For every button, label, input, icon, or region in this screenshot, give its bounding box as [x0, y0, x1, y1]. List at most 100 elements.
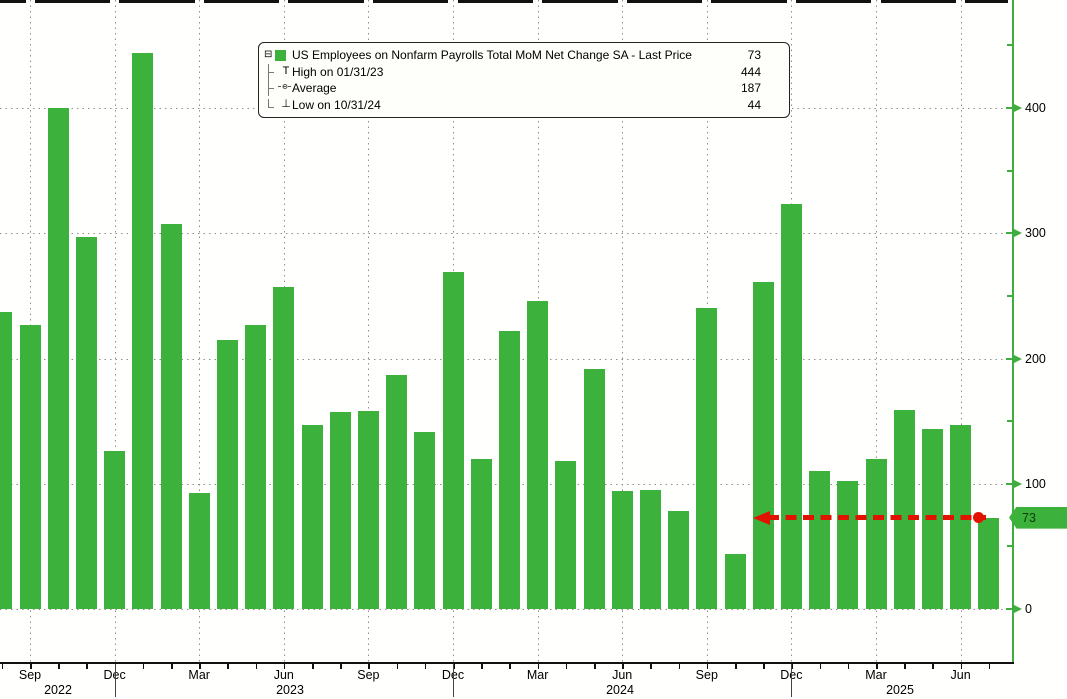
legend-box: ⊟ US Employees on Nonfarm Payrolls Total…	[258, 42, 790, 118]
legend-average-row: Average 187	[264, 80, 783, 97]
legend-average-label: Average	[292, 81, 337, 96]
y-tick-label: 200	[1025, 351, 1046, 366]
tree-branch-icon	[268, 63, 280, 80]
y-tick-label: 100	[1025, 476, 1046, 491]
top-axis-line	[795, 0, 872, 3]
y-tick-arrow-icon	[1013, 229, 1022, 238]
bar	[386, 374, 408, 609]
bar	[583, 368, 605, 609]
x-tick-label: Jun	[273, 668, 294, 682]
bar	[555, 461, 577, 609]
gridline-v	[114, 0, 116, 662]
bar	[188, 492, 210, 609]
y-major-tick	[1006, 107, 1013, 109]
year-label: 2025	[886, 683, 914, 697]
arrow-origin-dot	[972, 512, 984, 524]
plot-area	[0, 0, 1013, 662]
x-tick-label: Mar	[526, 668, 549, 682]
bar	[724, 553, 746, 609]
x-month-tick	[650, 663, 652, 669]
bar	[329, 412, 351, 609]
year-separator	[791, 664, 793, 697]
last-price-tag: 73	[1009, 506, 1067, 529]
x-month-tick	[312, 663, 314, 669]
bar	[809, 471, 831, 609]
bar	[0, 312, 13, 609]
top-axis-line	[880, 0, 957, 3]
x-month-tick	[396, 663, 399, 669]
legend-series-row: ⊟ US Employees on Nonfarm Payrolls Total…	[264, 47, 783, 64]
x-month-tick	[847, 663, 850, 669]
bar	[752, 282, 774, 609]
bar	[470, 458, 492, 609]
top-axis-line	[34, 0, 111, 3]
top-axis-line	[0, 0, 26, 3]
y-major-tick	[1006, 357, 1013, 360]
year-separator	[114, 664, 116, 697]
bar	[611, 491, 633, 609]
x-month-tick	[142, 663, 145, 669]
x-month-tick	[594, 663, 596, 669]
legend-expand-icon[interactable]: ⊟	[264, 49, 273, 61]
legend-average-value: 187	[740, 81, 761, 96]
bar	[893, 409, 915, 609]
tree-branch-icon	[268, 80, 278, 97]
legend-series-label: US Employees on Nonfarm Payrolls Total M…	[292, 48, 692, 63]
bar	[357, 411, 379, 609]
x-month-tick	[283, 663, 286, 669]
bar	[19, 324, 41, 609]
year-label: 2024	[606, 683, 634, 697]
x-month-tick	[255, 663, 258, 669]
gridline-v	[622, 0, 624, 662]
y-minor-tick	[1007, 169, 1013, 172]
legend-high-label: High on 01/31/23	[292, 64, 384, 79]
legend-series-swatch	[275, 49, 287, 61]
legend-high-icon: T	[282, 65, 290, 78]
x-tick-label: Sep	[357, 668, 380, 682]
gridline-h	[0, 609, 1013, 610]
legend-low-icon: ⊥	[281, 98, 291, 111]
bar	[132, 52, 154, 609]
arrowhead-icon	[753, 510, 770, 525]
top-axis-line	[542, 0, 618, 3]
x-month-tick	[481, 663, 483, 669]
top-axis-line	[119, 0, 195, 3]
tree-branch-end-icon	[268, 99, 280, 109]
y-major-tick	[1006, 232, 1013, 235]
gridline-h	[0, 233, 1013, 235]
x-month-tick	[424, 663, 427, 669]
right-axis-line	[1012, 0, 1014, 664]
x-tick-label: Jun	[612, 668, 633, 682]
x-month-tick	[904, 663, 906, 669]
bar	[245, 324, 267, 609]
bar	[160, 224, 182, 609]
bar	[639, 490, 661, 609]
y-major-tick	[1006, 608, 1013, 610]
bar	[216, 339, 238, 609]
year-label: 2023	[276, 683, 304, 697]
x-month-tick	[509, 663, 511, 669]
legend-low-row: ⊥ Low on 10/31/24 44	[264, 97, 783, 114]
bar	[442, 272, 464, 609]
legend-low-value: 44	[747, 97, 761, 112]
year-label: 2022	[44, 683, 72, 697]
x-month-tick	[30, 663, 32, 669]
x-tick-label: Sep	[18, 668, 42, 682]
top-axis-line	[626, 0, 703, 3]
x-month-tick	[368, 663, 370, 669]
x-month-tick	[988, 663, 991, 669]
x-tick-label: Jun	[950, 668, 971, 682]
gridline-v	[876, 0, 877, 662]
y-minor-tick	[1007, 44, 1013, 47]
y-tick-arrow-icon	[1013, 479, 1022, 488]
bar	[527, 300, 549, 609]
x-month-tick	[537, 663, 540, 669]
y-tick-label: 400	[1025, 101, 1046, 115]
bar	[668, 511, 690, 609]
top-axis-line	[965, 0, 1009, 3]
x-month-tick	[622, 663, 624, 669]
y-minor-tick	[1007, 420, 1013, 423]
x-tick-label: Sep	[695, 668, 718, 682]
top-axis-line	[457, 0, 534, 3]
